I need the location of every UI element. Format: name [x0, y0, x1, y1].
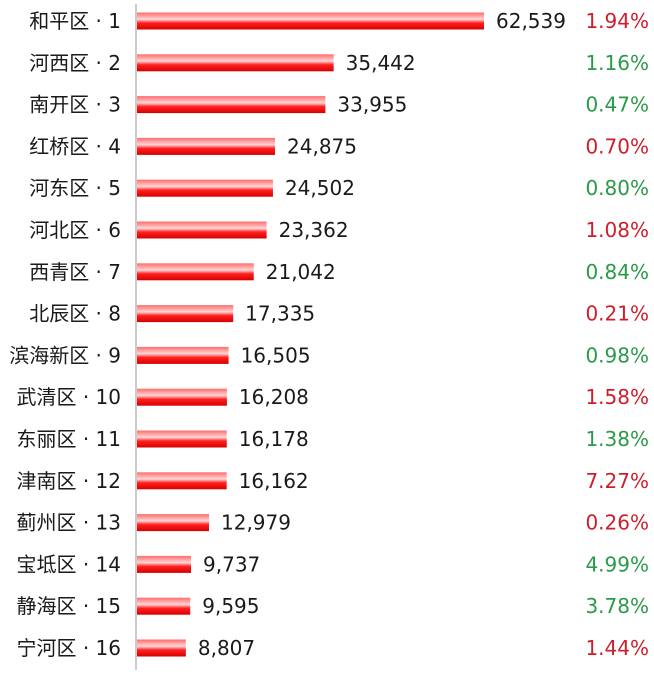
- change-percent: 0.80%: [585, 176, 649, 200]
- chart-rows: 和平区 · 1 62,539 1.94% 河西区 · 2 35,442 1.16% 南开区 …: [9, 9, 649, 660]
- change-percent: 7.27%: [585, 469, 649, 493]
- category-label: 河北区 · 6: [29, 218, 121, 242]
- value-label: 62,539: [496, 9, 566, 33]
- category-label: 西青区 · 7: [29, 260, 121, 284]
- category-label: 河西区 · 2: [29, 51, 121, 75]
- bar: [137, 597, 191, 615]
- value-label: 21,042: [266, 260, 336, 284]
- change-percent: 1.44%: [585, 636, 649, 660]
- category-label: 和平区 · 1: [29, 9, 121, 33]
- change-percent: 4.99%: [585, 552, 649, 576]
- category-label: 津南区 · 12: [16, 469, 121, 493]
- change-percent: 1.16%: [585, 51, 649, 75]
- value-label: 16,208: [239, 385, 309, 409]
- change-percent: 0.21%: [585, 302, 649, 326]
- change-percent: 1.58%: [585, 385, 649, 409]
- bar: [137, 472, 227, 490]
- change-percent: 0.26%: [585, 511, 649, 535]
- bar: [137, 221, 267, 239]
- bar: [137, 639, 186, 657]
- value-label: 23,362: [279, 218, 349, 242]
- value-label: 8,807: [198, 636, 255, 660]
- value-label: 17,335: [245, 302, 315, 326]
- value-label: 16,162: [239, 469, 309, 493]
- value-label: 35,442: [346, 51, 416, 75]
- category-label: 宁河区 · 16: [16, 636, 121, 660]
- category-label: 东丽区 · 11: [16, 427, 121, 451]
- change-percent: 3.78%: [585, 594, 649, 618]
- category-label: 南开区 · 3: [29, 93, 121, 117]
- category-label: 滨海新区 · 9: [9, 343, 121, 367]
- bar: [137, 96, 326, 114]
- change-percent: 1.38%: [585, 427, 649, 451]
- change-percent: 0.47%: [585, 93, 649, 117]
- value-label: 24,502: [285, 176, 355, 200]
- value-label: 16,178: [239, 427, 309, 451]
- category-label: 河东区 · 5: [29, 176, 121, 200]
- category-label: 北辰区 · 8: [29, 302, 121, 326]
- category-label: 蓟州区 · 13: [16, 511, 121, 535]
- bar: [137, 137, 276, 155]
- value-label: 9,737: [203, 552, 260, 576]
- change-percent: 1.08%: [585, 218, 649, 242]
- value-label: 12,979: [221, 511, 291, 535]
- change-percent: 0.84%: [585, 260, 649, 284]
- category-label: 静海区 · 15: [16, 594, 121, 618]
- bar: [137, 263, 254, 281]
- bar: [137, 388, 227, 406]
- change-percent: 0.70%: [585, 134, 649, 158]
- bar: [137, 346, 229, 364]
- value-label: 24,875: [287, 134, 357, 158]
- bar: [137, 555, 192, 573]
- bar: [137, 305, 234, 323]
- change-percent: 0.98%: [585, 343, 649, 367]
- value-label: 16,505: [241, 343, 311, 367]
- bar: [137, 514, 210, 532]
- value-label: 33,955: [337, 93, 407, 117]
- bar: [137, 430, 227, 448]
- bar: [137, 54, 334, 72]
- category-label: 宝坻区 · 14: [16, 552, 121, 576]
- bar: [137, 179, 273, 197]
- category-label: 红桥区 · 4: [29, 134, 121, 158]
- category-label: 武清区 · 10: [16, 385, 121, 409]
- bar: [137, 12, 484, 30]
- change-percent: 1.94%: [585, 9, 649, 33]
- value-label: 9,595: [202, 594, 259, 618]
